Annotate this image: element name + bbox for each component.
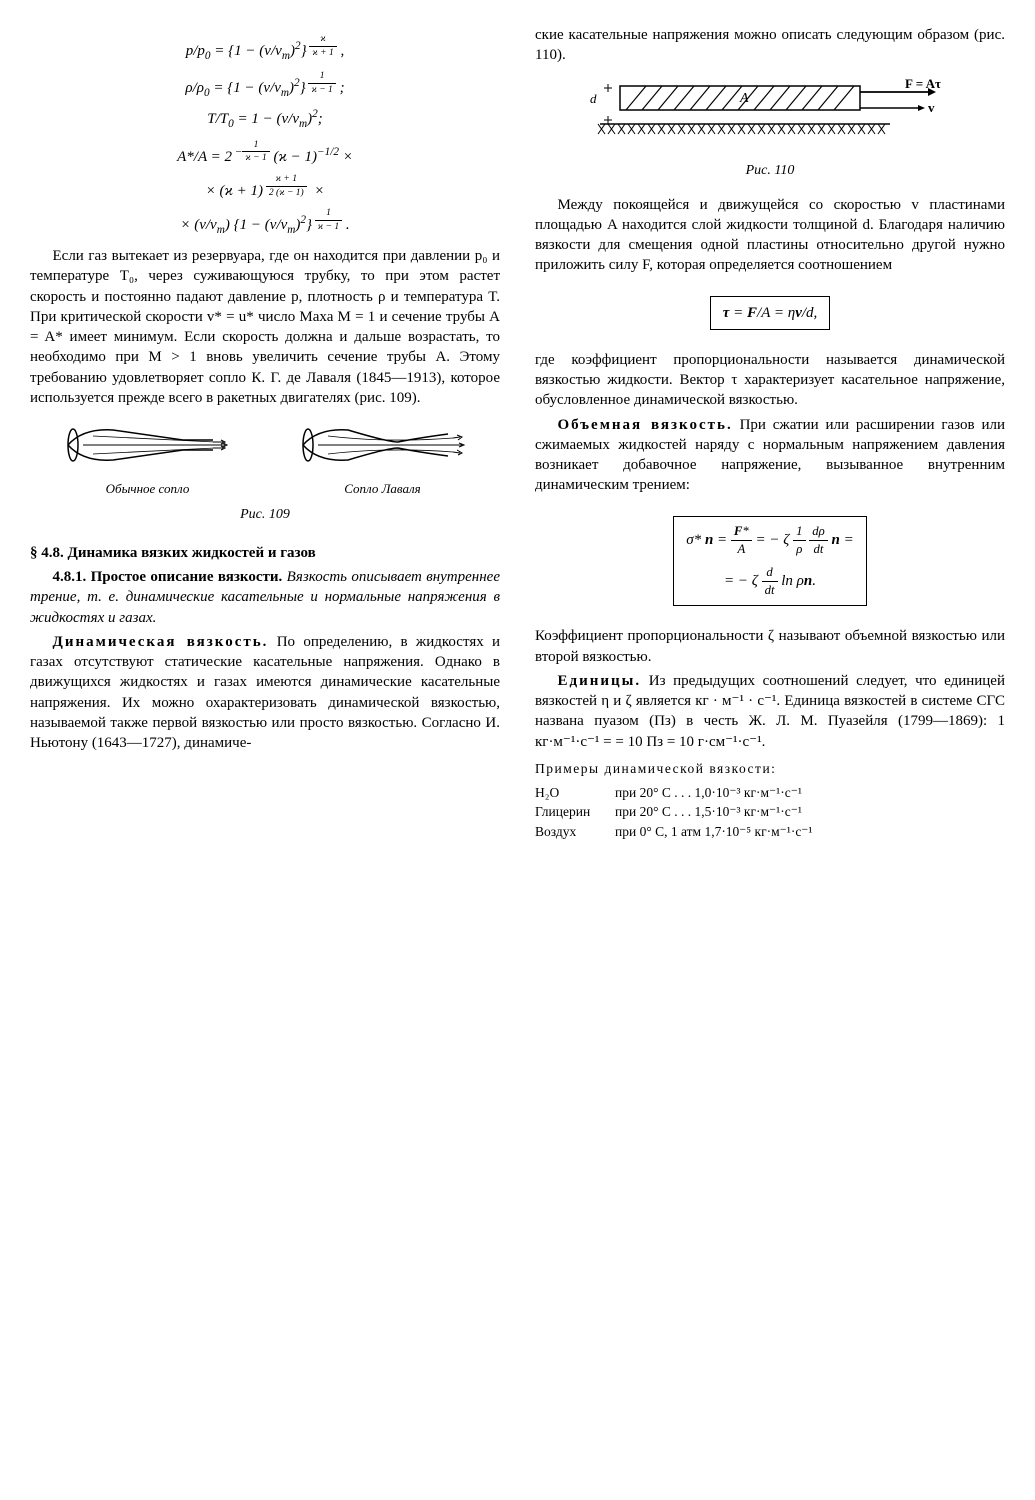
section-4-8-title: § 4.8. Динамика вязких жидкостей и газов [30,543,500,563]
continuation-para: ские касательные напряжения можно описат… [535,25,1005,66]
eq-line-5: × (ϰ + 1) ϰ + 12 (ϰ − 1) × [30,173,500,201]
equation-block: p/p0 = {1 − (v/vm)2} ϰϰ + 1 , ρ/ρ0 = {1 … [30,33,500,238]
examples-title: Примеры динамической вязкости: [535,760,1005,778]
sub-title: 4.8.1. Простое описание вязкости. [53,569,283,585]
label-F: F = Aτ [905,78,941,91]
eq-line-1: p/p0 = {1 − (v/vm)2} ϰϰ + 1 , [30,33,500,64]
nozzle-ordinary-svg [63,420,233,470]
units-title: Единицы. [558,673,642,689]
example-name: Воздух [535,823,615,841]
boxed-tau-eq: τ = F/A = ηv/d, [710,296,831,330]
right-column: ские касательные напряжения можно описат… [535,25,1005,842]
nozzle-ordinary-label: Обычное сопло [63,480,233,498]
dynamic-viscosity-para: Динамическая вязкость. По определению, в… [30,632,500,754]
eq-line-4: A*/A = 2 −1ϰ − 1 (ϰ − 1)−1/2 × [30,139,500,167]
examples-block: Примеры динамической вязкости: H₂Oпри 20… [535,760,1005,841]
example-condition: при 20° C . . . 1,0·10⁻³ кг·м⁻¹·с⁻¹ [615,784,1005,802]
label-v: v [928,100,935,115]
nozzle-laval-label: Сопло Лаваля [298,480,468,498]
boxed-tau-wrap: τ = F/A = ηv/d, [535,286,1005,340]
volumetric-viscosity-para: Объемная вязкость. При сжатии или расшир… [535,415,1005,496]
nozzle-ordinary: Обычное сопло [63,420,233,498]
example-row: H₂Oпри 20° C . . . 1,0·10⁻³ кг·м⁻¹·с⁻¹ [535,784,1005,802]
two-column-layout: p/p0 = {1 − (v/vm)2} ϰϰ + 1 , ρ/ρ0 = {1 … [30,25,1005,842]
figure-110: d A F = Aτ v [535,78,1005,154]
example-name: H₂O [535,784,615,802]
eq-line-2: ρ/ρ0 = {1 − (v/vm)2} 1ϰ − 1 ; [30,70,500,101]
nozzle-laval: Сопло Лаваля [298,420,468,498]
boxed-sigma-wrap: σ* n = F*A = − ζ 1ρ dρdt n = = − ζ ddt l… [535,506,1005,617]
example-name: Глицерин [535,803,615,821]
boxed-sigma-eq: σ* n = F*A = − ζ 1ρ dρdt n = = − ζ ddt l… [673,516,866,607]
label-A: A [739,91,749,106]
example-condition: при 20° C . . . 1,5·10⁻³ кг·м⁻¹·с⁻¹ [615,803,1005,821]
example-row: Воздухпри 0° C, 1 атм 1,7·10⁻⁵ кг·м⁻¹·с⁻… [535,823,1005,841]
dyn-title: Динамическая вязкость. [53,634,269,650]
para-zeta-explain: Коэффициент пропорциональности ζ называю… [535,626,1005,667]
eq-line-3: T/T0 = 1 − (v/vm)2; [30,107,500,132]
nozzle-laval-svg [298,420,468,470]
fig-109-caption: Рис. 109 [30,506,500,525]
plate-svg: d A F = Aτ v [560,78,980,148]
figure-109: Обычное сопло Сопло Лаваля [30,420,500,498]
subsection-4-8-1: 4.8.1. Простое описание вязкости. Вязкос… [30,567,500,628]
vol-title: Объемная вязкость. [558,417,733,433]
example-row: Глицеринпри 20° C . . . 1,5·10⁻³ кг·м⁻¹·… [535,803,1005,821]
para-tau-explain: где коэффициент пропорциональности назыв… [535,350,1005,411]
para-between-plates: Между покоящейся и движущейся со скорост… [535,195,1005,276]
fig-110-caption: Рис. 110 [535,162,1005,181]
eq-line-6: × (v/vm) {1 − (v/vm)2} 1ϰ − 1 . [30,207,500,238]
dyn-text: По определению, в жидкостях и газах отсу… [30,634,500,751]
paragraph-reservoir: Если газ вытекает из резервуара, где он … [30,246,500,408]
units-para: Единицы. Из предыдущих соотношений следу… [535,671,1005,752]
example-condition: при 0° C, 1 атм 1,7·10⁻⁵ кг·м⁻¹·с⁻¹ [615,823,1005,841]
left-column: p/p0 = {1 − (v/vm)2} ϰϰ + 1 , ρ/ρ0 = {1 … [30,25,500,842]
label-d: d [590,91,597,106]
